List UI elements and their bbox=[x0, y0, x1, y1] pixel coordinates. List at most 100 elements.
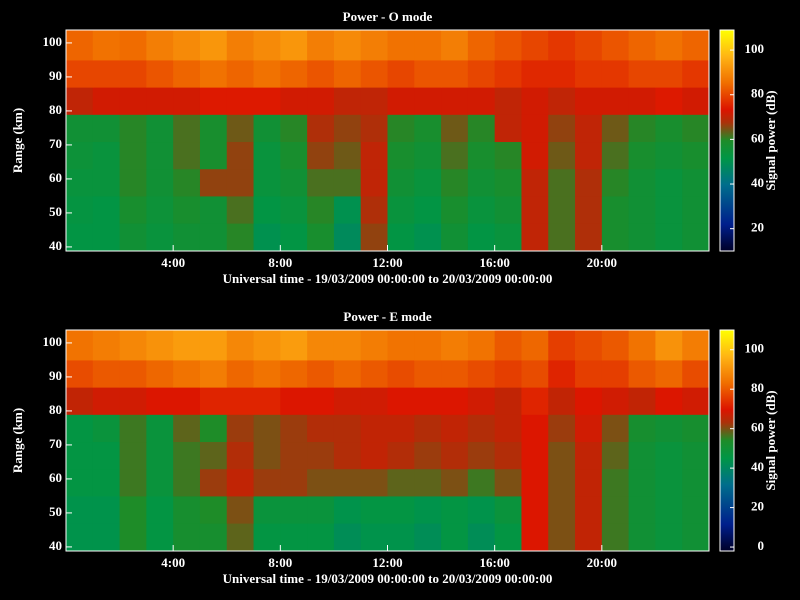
heatmap-cell bbox=[441, 495, 469, 524]
heatmap-cell bbox=[575, 223, 603, 252]
x-tick-label: 8:00 bbox=[268, 555, 292, 570]
heatmap-cell bbox=[494, 414, 522, 443]
heatmap-cell bbox=[521, 195, 549, 224]
heatmap-cell bbox=[280, 141, 308, 170]
heatmap-cell bbox=[173, 114, 201, 143]
heatmap-cell bbox=[467, 414, 496, 443]
heatmap-cell bbox=[628, 359, 656, 388]
heatmap-cell bbox=[66, 330, 94, 361]
heatmap-cell bbox=[441, 141, 469, 170]
heatmap-cell bbox=[199, 523, 228, 552]
heatmap-cell bbox=[253, 30, 281, 61]
heatmap-cell bbox=[92, 468, 121, 497]
heatmap-cell bbox=[66, 414, 94, 443]
heatmap-cell bbox=[280, 495, 308, 524]
heatmap-cell bbox=[387, 87, 415, 115]
heatmap-cell bbox=[521, 87, 549, 115]
heatmap-cell bbox=[467, 387, 496, 415]
heatmap-cell bbox=[494, 359, 522, 388]
x-tick-label: 20:00 bbox=[587, 555, 617, 570]
heatmap-cell bbox=[199, 387, 228, 415]
heatmap-cell bbox=[628, 523, 656, 552]
heatmap-cell bbox=[628, 195, 656, 224]
heatmap-cell bbox=[575, 468, 603, 497]
heatmap-cell bbox=[467, 330, 496, 361]
heatmap-cell bbox=[280, 387, 308, 415]
heatmap-cell bbox=[628, 168, 656, 197]
heatmap-cell bbox=[280, 523, 308, 552]
heatmap-cell bbox=[387, 223, 415, 252]
heatmap-cell bbox=[467, 195, 496, 224]
heatmap-cell bbox=[119, 387, 147, 415]
y-tick-label: 50 bbox=[49, 204, 62, 219]
heatmap-cell bbox=[521, 495, 549, 524]
heatmap-cell bbox=[360, 523, 388, 552]
heatmap-cell bbox=[360, 30, 388, 61]
heatmap-cell bbox=[92, 359, 121, 388]
heatmap-cell bbox=[628, 59, 656, 88]
heatmap-cell bbox=[119, 114, 147, 143]
heatmap-cell bbox=[92, 495, 121, 524]
heatmap-cell bbox=[92, 114, 121, 143]
heatmap-cell bbox=[307, 223, 335, 252]
heatmap-cell bbox=[307, 114, 335, 143]
heatmap-cell bbox=[146, 87, 174, 115]
heatmap-cell bbox=[173, 195, 201, 224]
heatmap-cell bbox=[280, 87, 308, 115]
heatmap-cell bbox=[226, 523, 255, 552]
heatmap-cell bbox=[414, 195, 442, 224]
heatmap-cell bbox=[494, 168, 522, 197]
heatmap-cell bbox=[628, 30, 656, 61]
heatmap-cell bbox=[414, 223, 442, 252]
heatmap-cell bbox=[146, 359, 174, 388]
heatmap-cell bbox=[655, 495, 683, 524]
heatmap-cell bbox=[173, 468, 201, 497]
heatmap-cell bbox=[414, 359, 442, 388]
heatmap-cell bbox=[333, 414, 362, 443]
heatmap-cell bbox=[280, 59, 308, 88]
y-tick-label: 60 bbox=[49, 470, 62, 485]
heatmap-cell bbox=[628, 114, 656, 143]
heatmap-cell bbox=[548, 495, 576, 524]
heatmap-cell bbox=[146, 59, 174, 88]
heatmap-cell bbox=[146, 195, 174, 224]
panel-title: Power - E mode bbox=[343, 309, 431, 324]
heatmap-cell bbox=[494, 87, 522, 115]
heatmap-cell bbox=[494, 441, 522, 470]
heatmap-cell bbox=[280, 114, 308, 143]
heatmap-cell bbox=[467, 495, 496, 524]
heatmap-cell bbox=[226, 223, 255, 252]
heatmap-cell bbox=[333, 195, 362, 224]
heatmap-cell bbox=[521, 523, 549, 552]
heatmap-cell bbox=[548, 330, 576, 361]
heatmap-cell bbox=[173, 387, 201, 415]
heatmap-cell bbox=[575, 441, 603, 470]
heatmap-cell bbox=[655, 468, 683, 497]
heatmap-cell bbox=[494, 495, 522, 524]
y-tick-label: 100 bbox=[43, 34, 63, 49]
colorbar-label: Signal power (dB) bbox=[763, 90, 778, 190]
heatmap-cell bbox=[146, 468, 174, 497]
heatmap-cell bbox=[655, 87, 683, 115]
heatmap-cell bbox=[682, 414, 710, 443]
heatmap-cell bbox=[360, 87, 388, 115]
heatmap-cell bbox=[575, 114, 603, 143]
heatmap-cell bbox=[226, 30, 255, 61]
heatmap-cell bbox=[92, 30, 121, 61]
heatmap-cell bbox=[494, 114, 522, 143]
heatmap-cell bbox=[601, 87, 630, 115]
heatmap-cell bbox=[92, 330, 121, 361]
colorbar-tick-label: 60 bbox=[751, 130, 764, 145]
y-tick-label: 40 bbox=[49, 538, 62, 553]
heatmap-cell bbox=[173, 414, 201, 443]
heatmap-cell bbox=[199, 223, 228, 252]
heatmap-cell bbox=[414, 59, 442, 88]
heatmap-cell bbox=[173, 87, 201, 115]
heatmap-cell bbox=[655, 59, 683, 88]
x-tick-label: 8:00 bbox=[268, 255, 292, 270]
y-tick-label: 80 bbox=[49, 402, 62, 417]
heatmap-cell bbox=[333, 387, 362, 415]
x-tick-label: 16:00 bbox=[479, 255, 509, 270]
heatmap-cell bbox=[307, 30, 335, 61]
heatmap-cell bbox=[601, 59, 630, 88]
